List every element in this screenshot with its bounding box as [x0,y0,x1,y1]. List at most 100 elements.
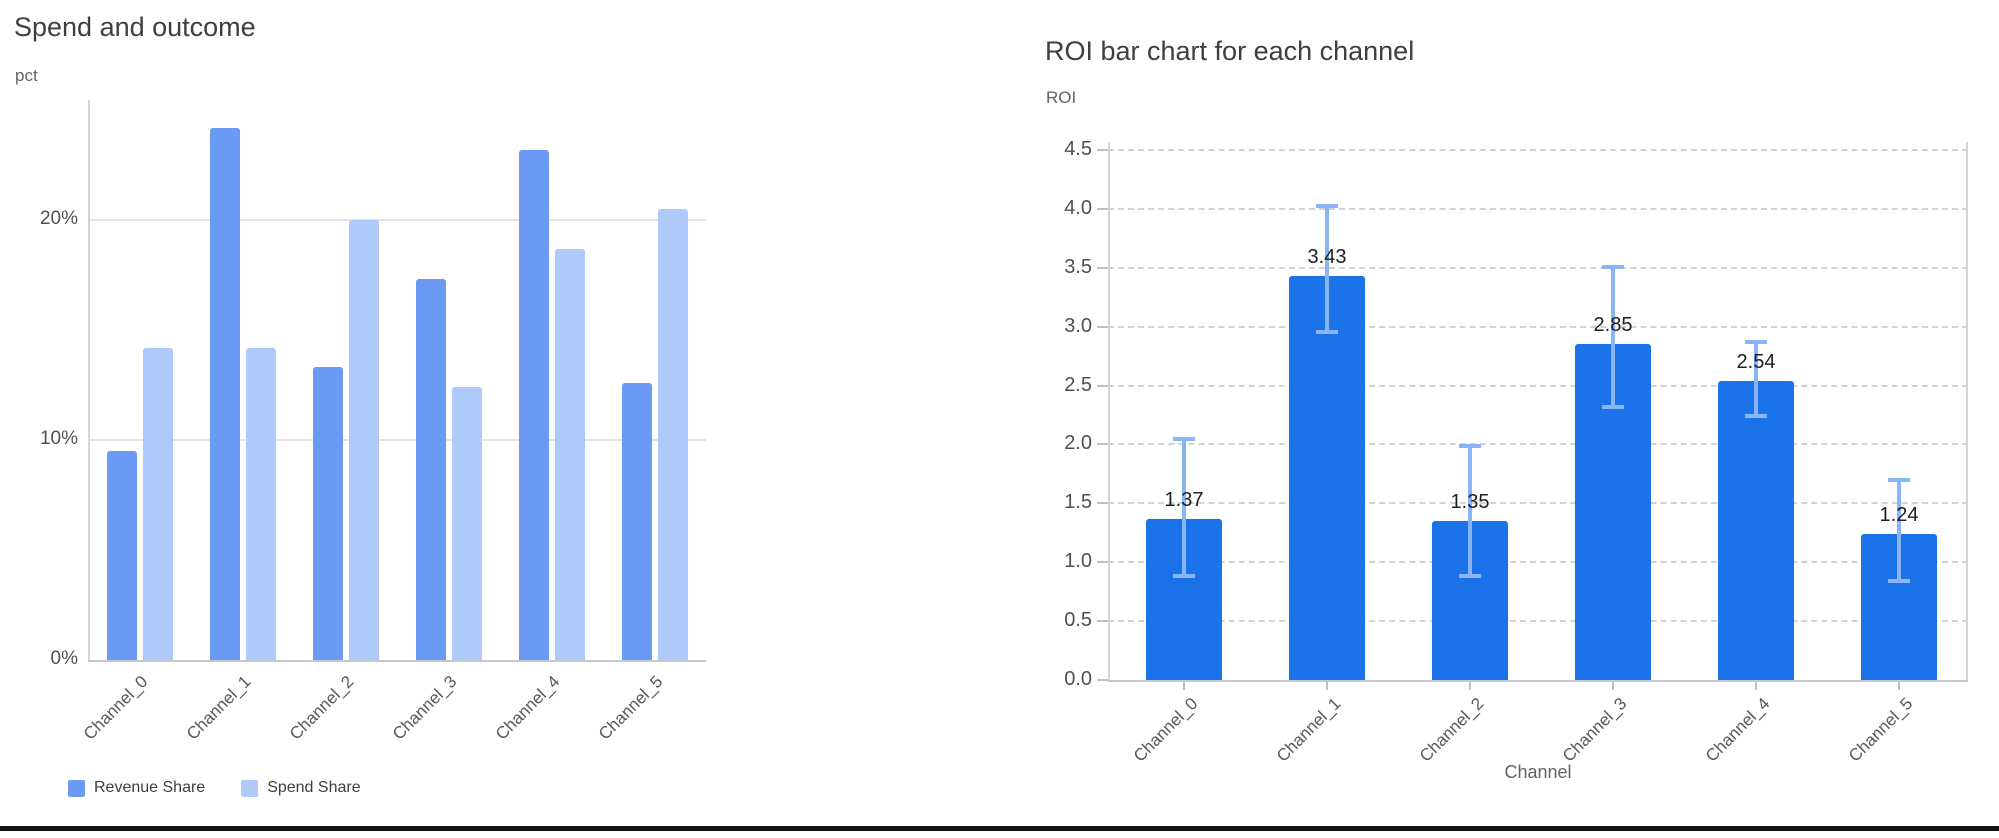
bar-revenue-share-channel_4 [518,149,549,660]
y-tick-label: 3.5 [1064,255,1092,278]
bar-revenue-share-channel_0 [106,451,137,660]
error-bar-cap-bottom [1745,414,1767,419]
y-tick-mark [1097,148,1108,151]
error-bar-cap-bottom [1602,404,1624,409]
legend-item-revenue-share: Revenue Share [68,779,205,797]
legend-item-spend-share: Spend Share [241,779,361,797]
gridline [1108,148,1968,151]
error-bar-cap-top [1602,264,1624,269]
error-bar-cap-top [1888,477,1910,482]
y-tick-mark [1097,620,1108,623]
x-tick-mark [1183,682,1185,690]
y-tick-mark [1097,266,1108,269]
plot-right-border [1966,141,1968,680]
left-chart-legend: Revenue Share Spend Share [68,779,361,797]
y-tick-mark [1097,207,1108,210]
y-axis-line [88,100,90,660]
x-tick-label: Channel_4 [1701,694,1774,766]
error-bar-stem [1468,445,1472,577]
x-tick-label: Channel_2 [1415,694,1488,766]
bar-value-label: 2.85 [1593,314,1633,337]
y-tick-mark [1097,679,1108,681]
right-chart-title: ROI bar chart for each channel [1045,36,1415,66]
error-bar-stem [1754,341,1758,417]
gridline [1108,384,1968,387]
spend-share-label: Spend Share [267,779,361,796]
gridline [1108,502,1968,505]
y-tick-label: 0.5 [1064,609,1092,632]
y-tick-label: 1.5 [1064,491,1092,514]
error-bar-stem [1182,438,1186,577]
error-bar-stem [1325,206,1329,333]
bar-value-label: 3.43 [1307,245,1347,268]
bottom-window-edge [0,826,1999,831]
bar-value-label: 1.24 [1879,503,1919,526]
bar-value-label: 1.35 [1450,490,1490,513]
gridline [1108,561,1968,564]
error-bar-stem [1897,479,1901,582]
x-tick-label: Channel_3 [1558,694,1631,766]
bar-spend-share-channel_1 [245,347,276,660]
y-tick-label: 3.0 [1064,314,1092,337]
x-tick-mark [1898,682,1900,690]
x-axis-line [1108,680,1968,682]
y-tick-label: 2.5 [1064,373,1092,396]
bar-spend-share-channel_5 [657,209,688,660]
bar-revenue-share-channel_2 [312,367,343,660]
gridline [1108,620,1968,623]
y-tick-mark [1097,561,1108,564]
x-tick-mark [1326,682,1328,690]
x-tick-label: Channel_1 [1272,694,1345,766]
y-tick-label: 20% [39,208,78,229]
revenue-share-label: Revenue Share [94,779,206,796]
bar-spend-share-channel_2 [348,220,379,660]
error-bar-cap-top [1745,339,1767,344]
gridline [88,219,706,221]
left-chart-title: Spend and outcome [14,12,256,42]
error-bar-cap-top [1316,204,1338,209]
bar-value-label: 2.54 [1736,350,1776,373]
bar-roi-channel_1 [1289,275,1365,680]
error-bar-stem [1611,266,1615,407]
y-tick-label: 0.0 [1064,668,1092,690]
bar-spend-share-channel_0 [142,347,173,660]
error-bar-cap-bottom [1888,579,1910,584]
y-axis-line [1108,141,1110,680]
error-bar-cap-bottom [1173,574,1195,579]
x-axis-line [88,660,706,662]
gridline [1108,266,1968,269]
right-chart-x-axis-title: Channel [1504,762,1572,782]
error-bar-cap-bottom [1459,574,1481,579]
y-tick-mark [1097,325,1108,328]
bar-value-label: 1.37 [1164,488,1204,511]
y-tick-label: 10% [39,428,78,449]
bar-revenue-share-channel_3 [415,279,446,660]
x-tick-mark [1469,682,1471,690]
error-bar-cap-top [1459,443,1481,448]
y-tick-label: 1.0 [1064,550,1092,573]
gridline [88,439,706,441]
x-tick-label: Channel_5 [1844,694,1917,766]
x-tick-label: Channel_0 [1129,694,1202,766]
right-chart-y-axis-unit: ROI [1046,88,1077,107]
error-bar-cap-top [1173,436,1195,441]
y-tick-label: 4.5 [1064,137,1092,160]
y-tick-label: 0% [50,648,78,669]
spend-share-swatch [241,779,259,797]
left-chart-y-axis-unit: pct [15,66,38,85]
bar-roi-channel_4 [1718,380,1794,680]
y-tick-mark [1097,384,1108,387]
x-tick-mark [1755,682,1757,690]
error-bar-cap-bottom [1316,330,1338,335]
gridline [1108,325,1968,328]
revenue-share-swatch [68,779,85,797]
bar-revenue-share-channel_5 [621,382,652,660]
gridline [1108,207,1968,210]
y-tick-mark [1097,502,1108,505]
bar-spend-share-channel_4 [554,248,585,660]
bar-revenue-share-channel_1 [209,127,240,660]
y-tick-mark [1097,443,1108,446]
